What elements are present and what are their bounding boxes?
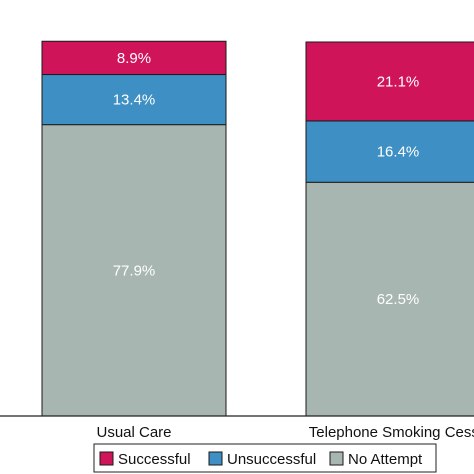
legend-box xyxy=(93,443,437,473)
legend: Successful Unsuccessful No Attempt xyxy=(93,443,437,473)
data-label-unsuccessful-1: 13.4% xyxy=(113,92,156,109)
x-tick-labels: Usual Care Telephone Smoking Cessa xyxy=(96,424,474,441)
data-label-successful-2: 21.1% xyxy=(377,73,420,90)
data-label-successful-1: 8.9% xyxy=(117,50,151,67)
data-label-unsuccessful-2: 16.4% xyxy=(377,144,420,161)
x-tick-label-1: Usual Care xyxy=(96,424,171,441)
bars-layer: 77.9% 13.4% 8.9% 62.5% 16.4% 21.1% xyxy=(41,40,474,417)
data-label-no-attempt-2: 62.5% xyxy=(377,291,420,308)
legend-swatch-no-attempt xyxy=(329,451,344,466)
legend-swatch-unsuccessful xyxy=(208,451,223,466)
bar-segment-unsuccessful-2 xyxy=(305,120,474,183)
bar-segment-successful-2 xyxy=(305,41,474,122)
bar-segment-unsuccessful-1 xyxy=(41,74,227,126)
legend-label-unsuccessful: Unsuccessful xyxy=(227,451,316,468)
legend-swatch-successful xyxy=(99,451,114,466)
x-tick-label-2: Telephone Smoking Cessa xyxy=(309,424,474,441)
legend-label-no-attempt: No Attempt xyxy=(348,451,423,468)
legend-label-successful: Successful xyxy=(118,451,191,468)
bar-segment-no-attempt-1 xyxy=(41,124,227,417)
data-label-no-attempt-1: 77.9% xyxy=(113,262,156,279)
bar-segment-no-attempt-2 xyxy=(305,181,474,417)
bar-segment-successful-1 xyxy=(41,40,227,76)
